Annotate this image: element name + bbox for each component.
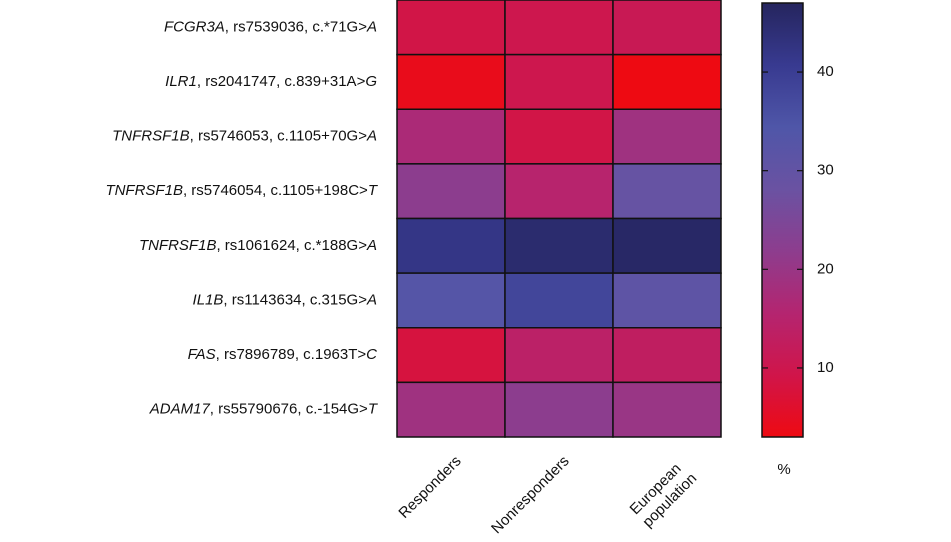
heatmap-cell bbox=[504, 381, 614, 438]
colorbar-tick-label: 10 bbox=[817, 359, 834, 376]
heatmap-cell bbox=[504, 272, 614, 329]
heatmap-cell bbox=[612, 53, 722, 110]
heatmap-cell bbox=[504, 0, 614, 56]
colorbar-label: % bbox=[777, 461, 790, 478]
heatmap-cell bbox=[612, 381, 722, 438]
colorbar-tick-label: 40 bbox=[817, 63, 834, 80]
row-label: TNFRSF1B, rs5746054, c.1105+198C>T bbox=[105, 182, 378, 199]
colorbar bbox=[761, 2, 804, 438]
column-label: European population bbox=[627, 457, 701, 531]
heatmap-cell bbox=[504, 217, 614, 274]
heatmap-cell bbox=[612, 272, 722, 329]
colorbar-tick-label: 30 bbox=[817, 162, 834, 179]
heatmap-cell bbox=[396, 327, 506, 384]
row-label: TNFRSF1B, rs5746053, c.1105+70G>A bbox=[112, 128, 377, 145]
heatmap-cell bbox=[396, 0, 506, 56]
heatmap-cell bbox=[504, 53, 614, 110]
heatmap-cell bbox=[612, 163, 722, 220]
colorbar-tick-label: 20 bbox=[817, 260, 834, 277]
row-label: IL1B, rs1143634, c.315G>A bbox=[193, 291, 377, 308]
heatmap-cell bbox=[612, 217, 722, 274]
heatmap-cell bbox=[396, 217, 506, 274]
column-label: Nonresponders bbox=[488, 453, 573, 538]
heatmap-cell bbox=[396, 163, 506, 220]
heatmap-cell bbox=[396, 53, 506, 110]
row-label: FCGR3A, rs7539036, c.*71G>A bbox=[164, 18, 377, 35]
heatmap-cell bbox=[612, 0, 722, 56]
heatmap-cell bbox=[504, 327, 614, 384]
heatmap-cell bbox=[396, 108, 506, 165]
heatmap-cell bbox=[612, 108, 722, 165]
row-label: FAS, rs7896789, c.1963T>C bbox=[188, 346, 378, 363]
heatmap-cell bbox=[504, 108, 614, 165]
column-label: Responders bbox=[395, 453, 464, 522]
row-label: TNFRSF1B, rs1061624, c.*188G>A bbox=[139, 237, 377, 254]
heatmap-cell bbox=[504, 163, 614, 220]
row-label: ILR1, rs2041747, c.839+31A>G bbox=[165, 73, 377, 90]
heatmap-cell bbox=[612, 327, 722, 384]
row-label: ADAM17, rs55790676, c.-154G>T bbox=[149, 401, 379, 418]
heatmap-cell bbox=[396, 272, 506, 329]
heatmap-cell bbox=[396, 381, 506, 438]
